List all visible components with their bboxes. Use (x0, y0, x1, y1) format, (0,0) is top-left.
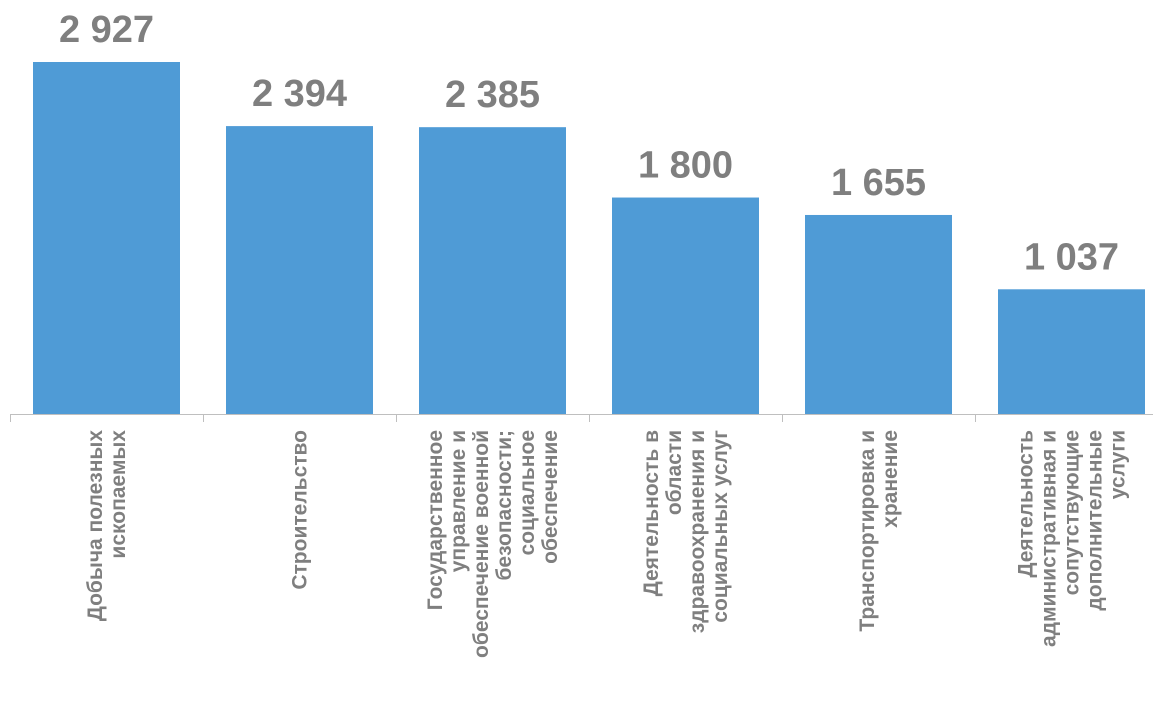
category-label-line: услуги (1107, 430, 1130, 499)
category-label: Деятельность в области здравоохранения и со… (640, 430, 732, 633)
bar-value-label: 2 385 (445, 74, 540, 116)
category-label: Строительство (289, 430, 312, 590)
category-label-line: Деятельность (1015, 430, 1038, 578)
bar (419, 127, 566, 415)
category-label-line: здравоохранения и (686, 430, 709, 633)
category-label: Деятельность административная и сопутствую… (1015, 430, 1130, 647)
bar (612, 197, 759, 414)
category-label-line: области (663, 430, 686, 515)
category-label-line: Добыча полезных (84, 430, 107, 621)
category-label-line: сопутствующие (1061, 430, 1084, 595)
category-label-line: административная и (1038, 430, 1061, 647)
category-label-line: социальных услуг (709, 430, 732, 623)
category-label-line: дополнительные (1084, 430, 1107, 611)
x-axis-ticks (10, 414, 976, 422)
bar (33, 62, 180, 414)
category-label: Транспортировка и хранение (856, 430, 902, 632)
bar-value-label: 2 927 (59, 9, 154, 51)
category-label-line: Транспортировка и (856, 430, 879, 632)
category-label-line: обеспечение (539, 430, 562, 564)
bar-value-label: 1 037 (1024, 236, 1119, 278)
category-label-line: обеспечение военной (470, 430, 493, 658)
bar (998, 289, 1145, 414)
bar-value-label: 2 394 (252, 73, 347, 115)
category-label-line: управление и (447, 430, 470, 572)
category-label-line: ископаемых (107, 430, 130, 559)
category-label: Добыча полезных ископаемых (84, 430, 130, 621)
category-label-line: Строительство (289, 430, 312, 590)
bar (226, 126, 373, 415)
bars-group (33, 62, 1145, 415)
category-label-line: социальное (516, 430, 539, 555)
category-label-line: Деятельность в (640, 430, 663, 596)
bar (805, 214, 952, 414)
category-label-line: безопасности; (493, 430, 516, 581)
value-labels-group: 2 927 2 394 2 385 1 800 1 655 1 037 (59, 9, 1119, 278)
category-label: Государственное управление и обеспечение в… (424, 430, 562, 658)
bar-value-label: 1 655 (831, 162, 926, 204)
category-label-line: Государственное (424, 430, 447, 610)
category-labels-group: Добыча полезных ископаемых Строительство Го… (84, 430, 1130, 658)
category-label-line: хранение (879, 430, 902, 528)
bar-value-label: 1 800 (638, 145, 733, 187)
